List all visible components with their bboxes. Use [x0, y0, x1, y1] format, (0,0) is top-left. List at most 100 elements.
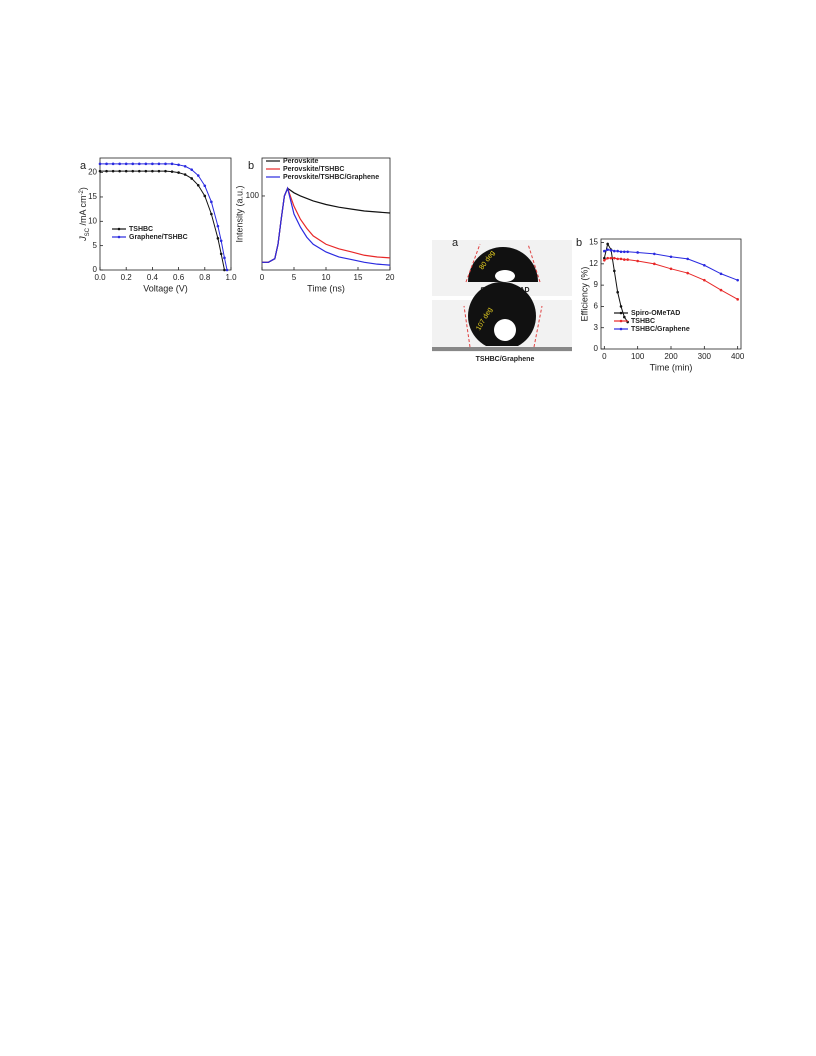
series-marker	[138, 162, 141, 166]
series-marker	[124, 169, 128, 173]
panel-label: a	[452, 237, 459, 249]
series-marker	[736, 298, 739, 301]
series-marker	[151, 169, 154, 173]
series-marker	[626, 258, 629, 261]
legend-label: TSHBC/Graphene	[631, 326, 690, 333]
series-marker	[636, 251, 639, 254]
series-marker	[626, 250, 629, 254]
y-tick-label: 5	[93, 241, 98, 250]
x-tick-label: 0	[260, 273, 265, 282]
substrate	[432, 347, 572, 351]
x-tick-label: 100	[631, 352, 645, 361]
series-marker	[703, 278, 706, 282]
series-marker	[669, 267, 673, 271]
series-marker	[118, 162, 121, 166]
legend-label: TSHBC	[129, 226, 153, 233]
series-marker	[210, 200, 213, 204]
series-marker	[616, 290, 619, 294]
series-marker	[736, 278, 739, 282]
series-marker	[111, 169, 115, 173]
series-marker	[98, 162, 102, 166]
y-axis-label: Efficiency (%)	[579, 267, 589, 322]
series-marker	[131, 162, 135, 166]
series-marker	[603, 258, 606, 262]
series-marker	[719, 272, 723, 276]
series-marker	[177, 163, 180, 167]
series-marker	[105, 169, 108, 173]
y-axis-label-part: -2	[79, 189, 85, 195]
series-line	[100, 163, 228, 271]
series-marker	[118, 169, 121, 173]
y-tick-label: 15	[589, 238, 598, 247]
contact-angle-images: 80 deg Spiro-OMeTAD 107 deg TSHBC/Graphe…	[432, 237, 572, 363]
y-tick-label: 0	[93, 265, 98, 274]
legend-marker	[117, 235, 121, 239]
y-tick-label: 9	[594, 280, 599, 289]
series-marker	[183, 173, 187, 176]
series-marker	[177, 171, 180, 174]
panel-label: b	[248, 160, 254, 172]
x-axis-label: Voltage (V)	[143, 283, 188, 293]
series-marker	[157, 162, 161, 166]
image-label: TSHBC/Graphene	[476, 356, 535, 363]
legend-label: TSHBC	[631, 318, 655, 325]
x-tick-label: 200	[664, 352, 678, 361]
legend-label: Graphene/TSHBC	[129, 234, 188, 241]
y-axis-label-part: J	[78, 236, 88, 242]
series-marker	[219, 252, 223, 256]
series-marker	[111, 162, 115, 166]
series-marker	[603, 249, 606, 253]
x-tick-label: 1.0	[225, 273, 237, 282]
panel-label: b	[576, 237, 582, 249]
reflection	[495, 270, 515, 282]
legend-marker	[117, 227, 121, 231]
series-marker	[203, 194, 207, 198]
x-tick-label: 15	[354, 273, 363, 282]
series-marker	[164, 162, 167, 166]
y-tick-label: 3	[594, 323, 599, 332]
droplet	[468, 282, 536, 350]
x-tick-label: 5	[292, 273, 297, 282]
series-marker	[609, 249, 613, 252]
y-tick-label: 15	[88, 192, 97, 201]
tangent	[533, 305, 543, 348]
series-marker	[196, 183, 200, 187]
series-marker	[703, 263, 706, 267]
series-marker	[609, 256, 613, 260]
series-line	[262, 186, 391, 266]
y-tick-label: 20	[88, 168, 97, 177]
droplet	[468, 247, 538, 282]
y-tick-label: 10	[88, 216, 97, 225]
series-marker	[613, 249, 616, 253]
legend-label: Spiro-OMeTAD	[631, 310, 680, 317]
series-marker	[613, 256, 616, 260]
y-tick-label: 0	[594, 344, 599, 353]
x-tick-label: 10	[322, 273, 331, 282]
y-axis-label: Intensity (a.u.)	[234, 185, 244, 242]
series-marker	[616, 257, 619, 261]
y-axis-label: JSC /mA cm-2)	[78, 187, 90, 242]
series-marker	[616, 249, 619, 253]
tangent	[527, 243, 541, 283]
series-marker	[606, 256, 609, 260]
series-marker	[223, 268, 226, 272]
series-marker	[225, 268, 229, 272]
x-tick-label: 20	[386, 273, 395, 282]
series-marker	[623, 258, 626, 261]
tangent	[465, 243, 481, 283]
legend-label: Perovskite/TSHBC	[283, 166, 344, 173]
series-marker	[219, 239, 223, 243]
reflection	[494, 319, 516, 341]
series-marker	[619, 305, 623, 308]
series-marker	[603, 256, 606, 260]
series-marker	[216, 237, 220, 240]
x-tick-label: 300	[698, 352, 712, 361]
series-marker	[183, 164, 187, 168]
x-tick-label: 0	[602, 352, 607, 361]
series-marker	[144, 169, 148, 173]
series-marker	[623, 250, 626, 254]
series-marker	[131, 169, 135, 173]
series-marker	[653, 252, 656, 256]
